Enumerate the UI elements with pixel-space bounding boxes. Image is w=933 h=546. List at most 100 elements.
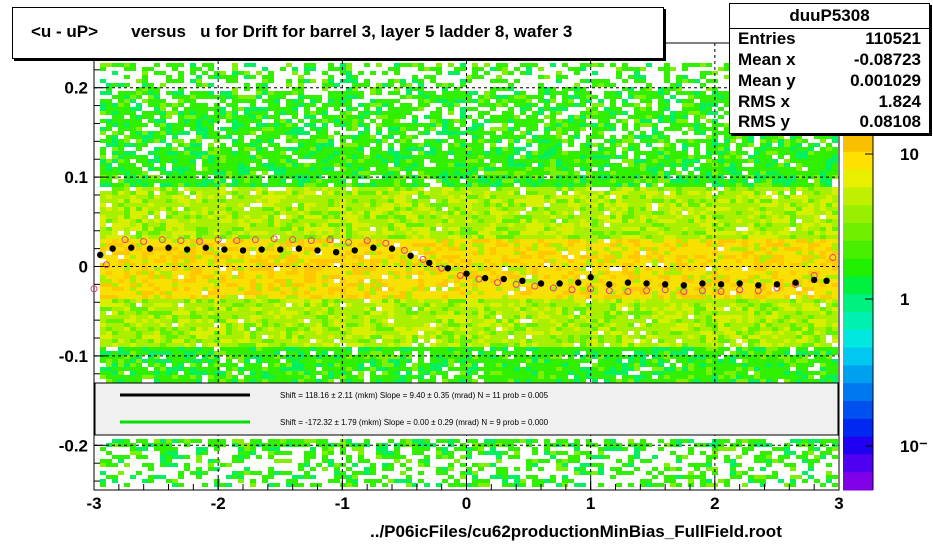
density-cell	[340, 323, 346, 327]
density-cell	[172, 255, 178, 259]
density-cell	[124, 355, 130, 359]
density-cell	[310, 207, 316, 211]
density-cell	[124, 351, 130, 355]
density-cell	[238, 223, 244, 227]
density-cell	[478, 111, 484, 115]
density-cell	[406, 479, 412, 483]
density-cell	[394, 99, 400, 103]
density-cell	[160, 151, 166, 155]
density-cell	[178, 271, 184, 275]
density-cell	[352, 359, 358, 363]
density-cell	[454, 287, 460, 291]
density-cell	[310, 179, 316, 183]
density-cell	[148, 187, 154, 191]
density-cell	[100, 127, 106, 131]
density-cell	[214, 215, 220, 219]
density-cell	[418, 219, 424, 223]
density-cell	[202, 283, 208, 287]
density-cell	[286, 375, 292, 379]
density-cell	[376, 231, 382, 235]
density-cell	[196, 303, 202, 307]
density-cell	[364, 367, 370, 371]
density-cell	[298, 363, 304, 367]
density-cell	[352, 147, 358, 151]
density-cell	[280, 95, 286, 99]
density-cell	[232, 111, 238, 115]
density-cell	[472, 315, 478, 319]
density-cell	[496, 311, 502, 315]
density-cell	[244, 283, 250, 287]
density-cell	[436, 339, 442, 343]
density-cell	[400, 311, 406, 315]
density-cell	[352, 319, 358, 323]
density-cell	[454, 195, 460, 199]
density-cell	[124, 343, 130, 347]
density-cell	[448, 191, 454, 195]
density-cell	[286, 291, 292, 295]
density-cell	[190, 203, 196, 207]
density-cell	[238, 471, 244, 475]
density-cell	[226, 271, 232, 275]
density-cell	[238, 203, 244, 207]
density-cell	[460, 363, 466, 367]
density-cell	[490, 219, 496, 223]
density-cell	[334, 203, 340, 207]
density-cell	[142, 347, 148, 351]
density-cell	[322, 83, 328, 87]
density-cell	[448, 315, 454, 319]
density-cell	[400, 151, 406, 155]
density-cell	[406, 291, 412, 295]
density-cell	[310, 99, 316, 103]
density-cell	[358, 319, 364, 323]
density-cell	[238, 219, 244, 223]
density-cell	[202, 219, 208, 223]
density-cell	[340, 475, 346, 479]
density-cell	[190, 95, 196, 99]
density-cell	[412, 367, 418, 371]
density-cell	[382, 315, 388, 319]
density-cell	[244, 271, 250, 275]
density-cell	[136, 187, 142, 191]
density-cell	[136, 363, 142, 367]
density-cell	[178, 355, 184, 359]
density-cell	[142, 339, 148, 343]
density-cell	[400, 63, 406, 67]
density-cell	[406, 203, 412, 207]
density-cell	[364, 251, 370, 255]
density-cell	[364, 267, 370, 271]
density-cell	[148, 351, 154, 355]
density-cell	[484, 227, 490, 231]
density-cell	[394, 223, 400, 227]
density-cell	[442, 187, 448, 191]
density-cell	[124, 195, 130, 199]
density-cell	[106, 267, 112, 271]
density-cell	[142, 211, 148, 215]
density-cell	[442, 319, 448, 323]
density-cell	[262, 123, 268, 127]
density-cell	[100, 247, 106, 251]
density-cell	[118, 91, 124, 95]
density-cell	[178, 263, 184, 267]
density-cell	[304, 367, 310, 371]
density-cell	[184, 211, 190, 215]
density-cell	[370, 155, 376, 159]
density-cell	[274, 367, 280, 371]
density-cell	[448, 63, 454, 67]
density-cell	[166, 235, 172, 239]
density-cell	[328, 335, 334, 339]
density-cell	[442, 351, 448, 355]
density-cell	[172, 67, 178, 71]
density-cell	[112, 463, 118, 467]
density-cell	[334, 195, 340, 199]
density-cell	[370, 119, 376, 123]
density-cell	[484, 187, 490, 191]
density-cell	[112, 287, 118, 291]
density-cell	[280, 287, 286, 291]
density-cell	[472, 335, 478, 339]
density-cell	[232, 167, 238, 171]
density-cell	[214, 203, 220, 207]
density-cell	[178, 103, 184, 107]
density-cell	[220, 375, 226, 379]
density-cell	[322, 251, 328, 255]
density-cell	[370, 207, 376, 211]
